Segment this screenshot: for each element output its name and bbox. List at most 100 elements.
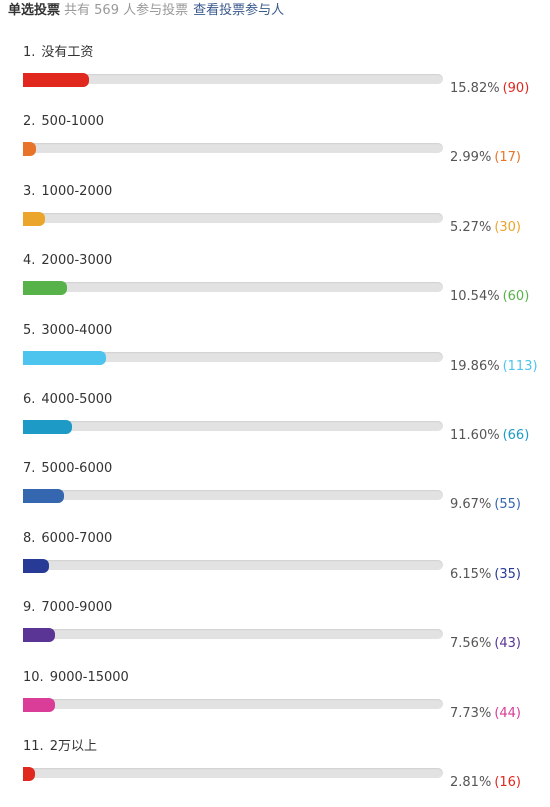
poll-option-stat: 10.54% (60) bbox=[450, 288, 529, 306]
poll-option-count: (113) bbox=[502, 358, 538, 374]
poll-option-index: 4. bbox=[23, 253, 36, 269]
poll-option-count: (55) bbox=[494, 497, 521, 513]
poll-type-label: 单选投票 bbox=[8, 3, 61, 18]
poll-option-stat: 9.67% (55) bbox=[450, 496, 521, 514]
poll-option-percent: 2.81% bbox=[450, 774, 492, 790]
poll-option-percent: 7.73% bbox=[450, 705, 492, 721]
poll-option-stat: 5.27% (30) bbox=[450, 219, 521, 237]
poll-bar-fill bbox=[23, 211, 46, 226]
poll-option-text: 2000-3000 bbox=[41, 253, 113, 269]
poll-bar-track bbox=[23, 697, 443, 712]
poll-bar-track bbox=[23, 142, 443, 157]
poll-option-stat: 11.60% (66) bbox=[450, 427, 529, 445]
poll-option-text: 9000-15000 bbox=[49, 669, 129, 685]
poll-option-percent: 15.82% bbox=[450, 81, 500, 96]
poll-bar-fill bbox=[23, 73, 90, 87]
poll-option-count: (90) bbox=[502, 81, 530, 96]
poll-option-label: 8. 6000-7000 bbox=[23, 530, 112, 548]
poll-option-percent: 7.56% bbox=[450, 636, 492, 652]
poll-option-index: 9. bbox=[23, 600, 36, 616]
poll-option-text: 5000-6000 bbox=[41, 461, 113, 477]
poll-option-count: (66) bbox=[502, 427, 530, 443]
poll-option-label: 10. 9000-15000 bbox=[23, 669, 129, 687]
poll-bar-track bbox=[23, 350, 443, 365]
poll-header: 单选投票 共有 569 人参与投票 查看投票参与人 bbox=[8, 1, 284, 21]
poll-option-count: (16) bbox=[494, 774, 521, 790]
poll-bar-fill bbox=[23, 697, 56, 712]
poll-bar-track bbox=[23, 73, 443, 87]
poll-option-stat: 2.99% (17) bbox=[450, 149, 521, 167]
poll-option-label: 2. 500-1000 bbox=[23, 113, 104, 131]
poll-option-count: (44) bbox=[494, 705, 521, 721]
poll-option-stat: 6.15% (35) bbox=[450, 566, 521, 584]
poll-option-index: 3. bbox=[23, 183, 36, 199]
poll-option-count: (35) bbox=[494, 566, 521, 582]
poll-option-count: (43) bbox=[494, 636, 521, 652]
poll-bar-track bbox=[23, 419, 443, 434]
poll-option-text: 500-1000 bbox=[41, 114, 104, 130]
poll-bar-track bbox=[23, 766, 443, 781]
poll-option-index: 6. bbox=[23, 391, 36, 407]
poll-option-text: 4000-5000 bbox=[41, 391, 113, 407]
poll-bar-track bbox=[23, 558, 443, 573]
poll-option-label: 1. 没有工资 bbox=[23, 44, 93, 62]
poll-option: 10. 9000-15000 7.73% (44) bbox=[0, 669, 550, 738]
poll-option-stat: 19.86% (113) bbox=[450, 358, 538, 376]
poll-option-index: 5. bbox=[23, 322, 36, 338]
poll-options-list: 1. 没有工资 15.82% (90) 2. 500-1000 2.99% (17) 3. 100… bbox=[0, 44, 550, 807]
poll-option-label: 9. 7000-9000 bbox=[23, 599, 112, 617]
poll-option-index: 8. bbox=[23, 530, 36, 546]
poll-bar-track bbox=[23, 211, 443, 226]
poll-option-percent: 10.54% bbox=[450, 289, 500, 305]
poll-bar-fill bbox=[23, 489, 64, 504]
poll-bar-fill bbox=[23, 419, 72, 434]
poll-option: 11. 2万以上 2.81% (16) bbox=[0, 738, 550, 807]
poll-option-text: 6000-7000 bbox=[41, 530, 113, 546]
poll-option-label: 6. 4000-5000 bbox=[23, 391, 112, 409]
poll-option-stat: 15.82% (90) bbox=[450, 80, 529, 98]
poll-option: 2. 500-1000 2.99% (17) bbox=[0, 113, 550, 182]
poll-option-label: 4. 2000-3000 bbox=[23, 252, 112, 270]
poll-bar-fill bbox=[23, 142, 36, 157]
poll-option-text: 没有工资 bbox=[41, 45, 94, 60]
poll-bar-fill bbox=[23, 281, 68, 296]
poll-option: 7. 5000-6000 9.67% (55) bbox=[0, 460, 550, 529]
poll-option: 8. 6000-7000 6.15% (35) bbox=[0, 530, 550, 599]
poll-option-text: 7000-9000 bbox=[41, 600, 113, 616]
poll-option-label: 11. 2万以上 bbox=[23, 738, 97, 756]
poll-bar-fill bbox=[23, 628, 55, 643]
poll-option-percent: 6.15% bbox=[450, 566, 492, 582]
poll-option-stat: 7.73% (44) bbox=[450, 705, 521, 723]
poll-option-text: 3000-4000 bbox=[41, 322, 113, 338]
poll-option-stat: 2.81% (16) bbox=[450, 774, 521, 792]
poll-option-percent: 5.27% bbox=[450, 219, 492, 235]
poll-option-index: 11. bbox=[23, 738, 44, 754]
poll-option-count: (30) bbox=[494, 219, 521, 235]
poll-option-text: 2万以上 bbox=[49, 738, 97, 754]
view-participants-link[interactable]: 查看投票参与人 bbox=[193, 3, 285, 18]
poll-option: 5. 3000-4000 19.86% (113) bbox=[0, 322, 550, 391]
poll-option-stat: 7.56% (43) bbox=[450, 635, 521, 653]
poll-option-index: 10. bbox=[23, 669, 44, 685]
poll-option: 6. 4000-5000 11.60% (66) bbox=[0, 391, 550, 460]
poll-option-percent: 11.60% bbox=[450, 427, 500, 443]
poll-option-label: 5. 3000-4000 bbox=[23, 322, 112, 340]
poll-option-label: 7. 5000-6000 bbox=[23, 460, 112, 478]
poll-bar-fill bbox=[23, 350, 107, 365]
poll-option-percent: 9.67% bbox=[450, 497, 492, 513]
poll-bar-fill bbox=[23, 558, 49, 573]
poll-participant-count: 共有 569 人参与投票 bbox=[64, 3, 189, 18]
poll-bar-track bbox=[23, 281, 443, 296]
poll-option-label: 3. 1000-2000 bbox=[23, 183, 112, 201]
poll-option-text: 1000-2000 bbox=[41, 183, 113, 199]
poll-option-percent: 2.99% bbox=[450, 150, 492, 166]
poll-option-count: (60) bbox=[502, 289, 530, 305]
poll-option: 1. 没有工资 15.82% (90) bbox=[0, 44, 550, 113]
poll-option: 4. 2000-3000 10.54% (60) bbox=[0, 252, 550, 321]
poll-bar-fill bbox=[23, 766, 35, 781]
poll-option: 3. 1000-2000 5.27% (30) bbox=[0, 183, 550, 252]
poll-option-index: 1. bbox=[23, 45, 36, 60]
poll-option-percent: 19.86% bbox=[450, 358, 500, 374]
poll-option-index: 7. bbox=[23, 461, 36, 477]
poll-option: 9. 7000-9000 7.56% (43) bbox=[0, 599, 550, 668]
